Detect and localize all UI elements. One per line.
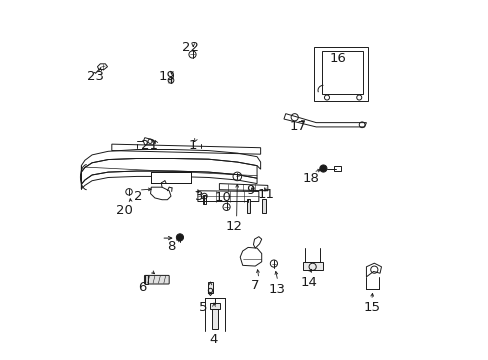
Text: 15: 15: [363, 301, 380, 314]
Bar: [262, 199, 265, 213]
Text: 21: 21: [141, 139, 158, 152]
Text: 9: 9: [245, 184, 254, 197]
Text: 3: 3: [195, 190, 203, 203]
Text: 17: 17: [289, 120, 306, 133]
Text: 14: 14: [300, 276, 317, 289]
Text: 6: 6: [138, 281, 146, 294]
Bar: [151, 172, 190, 183]
Circle shape: [176, 234, 183, 241]
Text: 1: 1: [188, 139, 196, 152]
Text: 22: 22: [182, 41, 199, 54]
Bar: [333, 166, 340, 171]
Text: 10: 10: [214, 192, 231, 204]
Text: 13: 13: [268, 283, 285, 296]
Text: 4: 4: [209, 333, 218, 346]
Text: 11: 11: [257, 188, 274, 201]
Text: 16: 16: [328, 51, 346, 64]
Bar: [144, 275, 148, 284]
Text: 20: 20: [116, 204, 133, 217]
Text: 23: 23: [87, 69, 104, 82]
Bar: [208, 282, 212, 293]
Text: 8: 8: [166, 240, 175, 253]
Text: 18: 18: [302, 172, 319, 185]
Text: 2: 2: [134, 190, 142, 203]
Text: 5: 5: [199, 301, 207, 314]
Text: 7: 7: [250, 279, 259, 292]
Bar: [202, 195, 206, 204]
Text: 19: 19: [159, 69, 176, 82]
Text: 12: 12: [225, 220, 242, 233]
FancyBboxPatch shape: [144, 275, 169, 284]
Bar: [302, 262, 322, 270]
Bar: [209, 303, 219, 309]
Bar: [246, 199, 250, 213]
Circle shape: [319, 165, 326, 172]
Bar: [211, 309, 218, 329]
